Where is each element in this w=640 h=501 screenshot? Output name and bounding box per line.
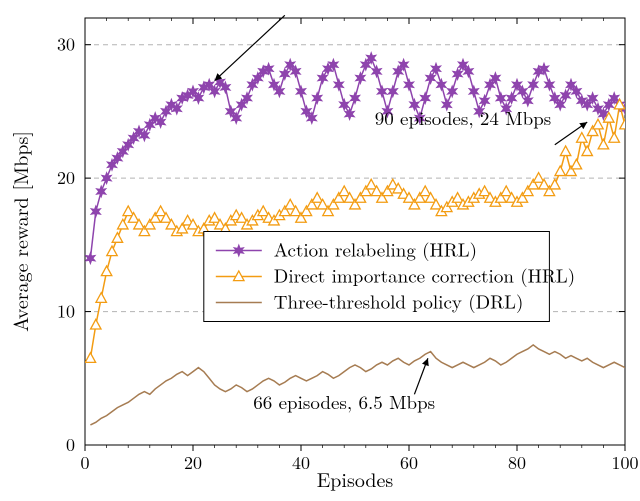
x-axis-label: Episodes: [317, 464, 394, 493]
annotation-text-1: 90 episodes, 24 Mbps: [375, 104, 552, 131]
annotation-text-2: 66 episodes, 6.5 Mbps: [253, 388, 435, 415]
legend-label: Action relabeling (HRL): [274, 236, 477, 263]
y-tick-label: 0: [66, 432, 75, 457]
y-axis-label: Average reward [Mbps]: [5, 131, 34, 332]
x-tick-label: 0: [81, 450, 90, 475]
x-tick-label: 40: [292, 450, 310, 475]
legend-label: Direct importance correction (HRL): [274, 262, 575, 289]
x-tick-label: 100: [612, 450, 639, 475]
x-tick-label: 80: [508, 450, 526, 475]
legend-label: Three-threshold policy (DRL): [274, 288, 524, 315]
x-tick-label: 60: [400, 450, 418, 475]
y-tick-label: 20: [57, 165, 75, 190]
y-tick-label: 30: [57, 32, 75, 57]
chart-container: 0 20 40 60 80 100 0 10 20 30 Episodes Average rewar…: [0, 0, 640, 501]
x-tick-label: 20: [184, 450, 202, 475]
y-tick-label: 10: [57, 299, 75, 324]
